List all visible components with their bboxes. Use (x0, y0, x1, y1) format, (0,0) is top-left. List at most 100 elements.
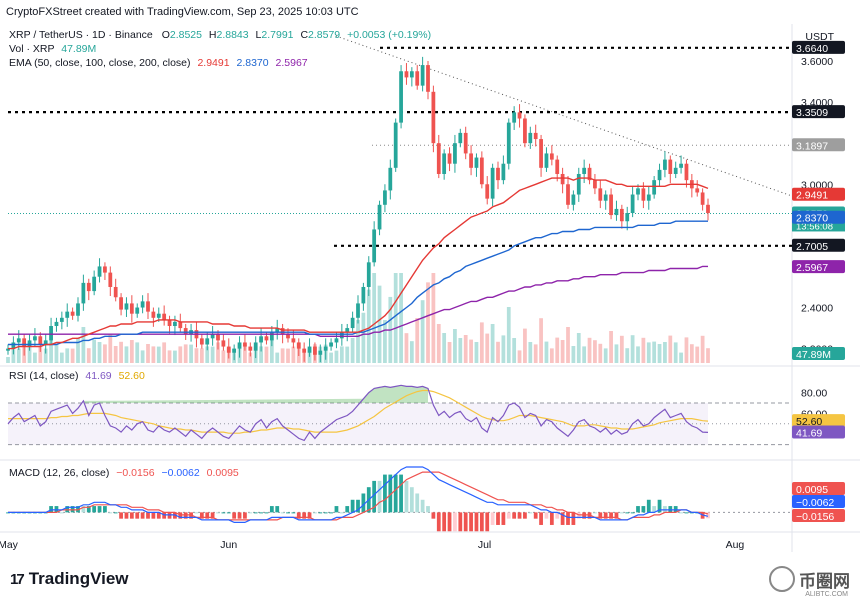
candle-body (372, 229, 377, 263)
change-value: +0.0053 (+0.19%) (347, 29, 432, 41)
macd-histogram-bar (350, 499, 355, 513)
macd-histogram-bar (706, 512, 710, 519)
tag-volume-bg (792, 347, 845, 360)
macd-histogram-bar (383, 474, 387, 513)
candle-body (582, 167, 587, 174)
candle-body (533, 132, 538, 140)
tag-volume: 47.89M (796, 349, 831, 361)
macd-histogram-bar (571, 512, 576, 525)
macd-histogram-bar (415, 493, 420, 513)
macd-histogram-bar (549, 512, 554, 525)
chart-credit: CryptoFXStreet created with TradingView.… (6, 6, 359, 18)
volume-bar (140, 350, 145, 363)
rsi-ma-value: 52.60 (118, 370, 145, 382)
candle-body (555, 159, 560, 174)
macd-histogram-bar (576, 512, 581, 519)
candle-body (383, 190, 387, 205)
candle-body (479, 157, 484, 185)
candle-body (652, 180, 657, 195)
tag-countdown: 13:56:08 (796, 221, 833, 232)
macd-histogram-bar (92, 506, 97, 513)
macd-histogram-bar (555, 512, 560, 519)
macd-histogram-bar (264, 512, 269, 514)
high-label: H (208, 29, 217, 41)
candle-body (16, 338, 21, 343)
candle-body (291, 338, 296, 343)
macd-histogram-bar (663, 506, 667, 513)
candle-body (619, 208, 624, 222)
candle-body (97, 266, 102, 277)
candle-body (603, 194, 608, 201)
macd-histogram-bar (361, 493, 366, 513)
volume-bar (528, 342, 533, 363)
volume-bar (366, 289, 371, 363)
macd-histogram-bar (603, 512, 608, 519)
volume-bar (442, 333, 447, 363)
volume-bar (560, 340, 565, 363)
candle-body (695, 188, 700, 193)
volume-bar (129, 340, 134, 363)
volume-bar (447, 342, 452, 363)
volume-bar (458, 338, 463, 363)
volume-bar (243, 344, 247, 363)
candle-body (366, 262, 371, 287)
macd-histogram-bar (463, 512, 468, 532)
candle-body (700, 192, 705, 205)
candle-body (113, 286, 118, 298)
time-tick-label: Aug (726, 539, 745, 551)
volume-bar (420, 300, 425, 363)
candle-body (11, 342, 16, 349)
candle-body (221, 340, 226, 347)
volume-bar (49, 335, 53, 363)
macd-histogram-bar (657, 499, 662, 513)
volume-bar (264, 346, 269, 363)
macd-histogram-bar (614, 512, 619, 519)
macd-histogram-bar (339, 512, 344, 514)
candle-body (275, 328, 280, 333)
open-label: O (161, 29, 170, 41)
tag-resistance-mid: 3.3509 (796, 107, 828, 119)
volume-bar (205, 346, 210, 363)
time-tick-label: Jun (220, 539, 237, 551)
macd-histogram-bar (86, 506, 91, 513)
volume-bar (409, 341, 414, 363)
volume-bar (356, 320, 360, 363)
candle-body (92, 276, 97, 292)
macd-histogram-bar (146, 512, 150, 519)
macd-histogram-bar (76, 506, 80, 513)
macd-histogram-bar (490, 512, 495, 525)
macd-histogram-bar (323, 512, 328, 514)
candle-body (420, 65, 425, 86)
candle-body (38, 336, 43, 345)
volume-bar (582, 346, 587, 363)
macd-histogram-bar (501, 512, 506, 525)
volume-bar (426, 282, 430, 363)
macd-histogram-bar (151, 512, 156, 519)
macd-histogram-bar (388, 474, 393, 513)
macd-histogram-bar (409, 487, 414, 513)
volume-bar (668, 335, 673, 363)
volume-bar (689, 344, 694, 363)
macd-histogram-bar (399, 474, 403, 513)
candle-body (302, 348, 307, 353)
candle-body (684, 163, 689, 181)
volume-bar (189, 344, 193, 363)
volume-bar (501, 335, 506, 363)
volume-bar (657, 344, 662, 363)
candle-body (49, 326, 53, 341)
volume-bar (576, 333, 581, 363)
macd-histogram-bar (205, 512, 210, 519)
volume-bar (54, 344, 59, 363)
volume-bar (652, 341, 657, 363)
macd-histogram-bar (81, 506, 86, 513)
rsi-ma-line (8, 389, 709, 434)
candle-body (636, 188, 640, 195)
macd-histogram-bar (199, 512, 204, 519)
candle-body (668, 159, 673, 174)
macd-histogram-bar (479, 512, 484, 532)
candle-body (339, 332, 344, 339)
candle-body (76, 303, 80, 316)
candle-body (614, 208, 619, 216)
tag-ema200-bg (792, 260, 845, 274)
